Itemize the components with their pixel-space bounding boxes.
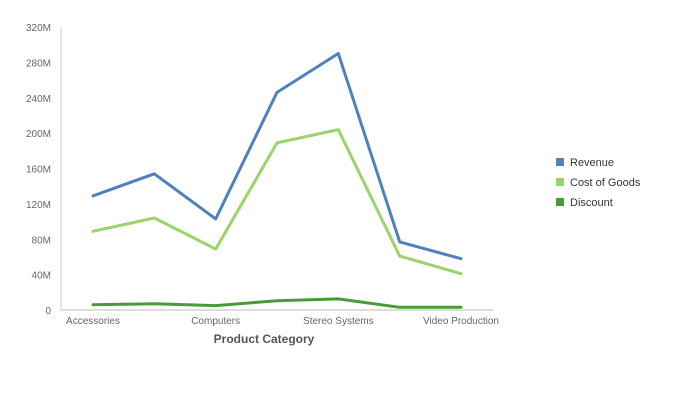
y-tick-label: 40M <box>32 271 51 282</box>
series-line-cost-of-goods <box>91 128 463 276</box>
y-tick-label: 240M <box>26 94 51 105</box>
legend-label: Cost of Goods <box>570 177 641 189</box>
x-tick-label: Accessories <box>66 316 120 327</box>
x-axis-title: Product Category <box>214 332 315 346</box>
x-axis-labels: Accessories Computers Stereo Systems Video … <box>66 316 499 327</box>
legend-label: Discount <box>570 197 613 209</box>
y-tick-label: 120M <box>26 200 51 211</box>
x-tick-label: Stereo Systems <box>303 316 374 327</box>
y-tick-label: 320M <box>26 23 51 34</box>
legend-swatch <box>556 198 564 206</box>
x-tick-label: Computers <box>191 316 240 327</box>
legend: Revenue Cost of Goods Discount <box>556 157 641 209</box>
y-tick-label: 280M <box>26 58 51 69</box>
legend-label: Revenue <box>570 157 614 169</box>
series-line-discount <box>91 297 463 309</box>
legend-swatch <box>556 178 564 186</box>
series-line-revenue <box>91 52 463 261</box>
legend-swatch <box>556 158 564 166</box>
series-group <box>91 52 463 309</box>
y-tick-label: 80M <box>32 235 51 246</box>
y-tick-label: 200M <box>26 129 51 140</box>
y-axis: 0 40M 80M 120M 160M 200M 240M 280M 320M <box>26 23 62 317</box>
y-tick-label: 160M <box>26 165 51 176</box>
x-tick-label: Video Production <box>423 316 499 327</box>
y-tick-label: 0 <box>45 306 51 317</box>
